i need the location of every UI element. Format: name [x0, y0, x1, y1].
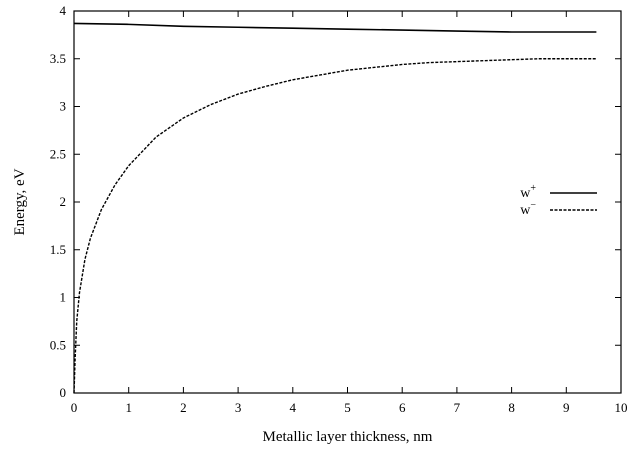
series-line-w-plus: [73, 22, 597, 33]
y-tick-label: 0: [60, 385, 67, 400]
x-tick-label: 5: [344, 400, 351, 415]
series-line-w-minus: [73, 58, 597, 394]
x-tick-label: 3: [235, 400, 242, 415]
x-tick-label: 8: [508, 400, 515, 415]
x-tick-label: 1: [125, 400, 132, 415]
x-tick-label: 4: [290, 400, 297, 415]
y-tick-label: 3.5: [50, 51, 66, 66]
legend: w+w−: [520, 183, 597, 218]
series-layer: [73, 22, 597, 394]
x-tick-label: 10: [615, 400, 628, 415]
x-axis-label: Metallic layer thickness, nm: [263, 429, 433, 445]
x-tick-label: 0: [71, 400, 78, 415]
y-axis-ticks: 0 0.5 1 1.5 2 2.5 3 3.5 4: [50, 3, 621, 400]
x-tick-label: 9: [563, 400, 570, 415]
x-tick-label: 6: [399, 400, 406, 415]
plot-frame: [73, 10, 622, 394]
y-tick-label: 2: [60, 194, 67, 209]
y-tick-label: 4: [60, 3, 67, 18]
x-tick-label: 2: [180, 400, 187, 415]
y-axis-label: Energy, eV: [12, 168, 28, 235]
y-tick-label: 1.5: [50, 242, 66, 257]
x-tick-label: 7: [454, 400, 461, 415]
y-tick-label: 0.5: [50, 337, 66, 352]
x-axis-ticks: 0 1 2 3 4 5 6 7 8 9 10: [71, 11, 628, 415]
y-tick-label: 1: [60, 290, 67, 305]
legend-label: w+: [520, 183, 536, 201]
y-tick-label: 2.5: [50, 146, 66, 161]
legend-label: w−: [520, 200, 536, 218]
y-tick-label: 3: [60, 99, 67, 114]
